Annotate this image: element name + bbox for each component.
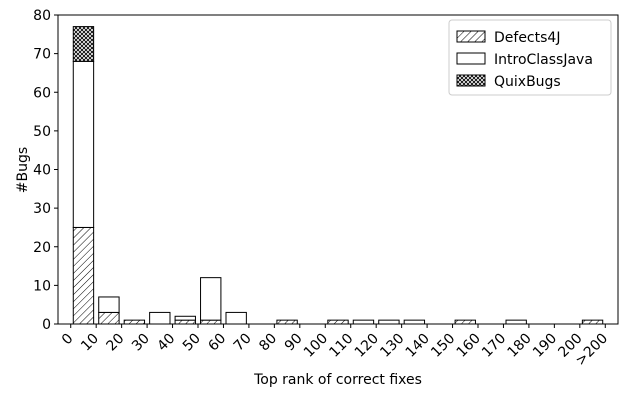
x-tick-label: 0	[59, 331, 77, 349]
bar-defects4j-0	[72, 226, 95, 325]
bar-introclassjava-60	[225, 311, 247, 325]
x-tick-label: 190	[530, 331, 560, 361]
y-tick-label: 50	[33, 124, 51, 140]
bar-defects4j-150	[454, 319, 476, 325]
legend-swatch-defects4j	[456, 30, 486, 43]
y-tick-label: 10	[33, 278, 51, 294]
bar-introclassjava-130	[403, 319, 426, 325]
x-tick-label: 110	[326, 331, 356, 361]
y-tick-label: 20	[33, 240, 51, 256]
bar-introclassjava-50	[200, 277, 222, 321]
y-tick-label: 80	[33, 8, 51, 24]
x-axis-label: Top rank of correct fixes	[253, 372, 422, 388]
bar-defects4j-10	[98, 311, 120, 325]
x-tick-label: 140	[403, 331, 433, 361]
y-tick-label: 0	[42, 317, 51, 333]
bar-defects4j-20	[123, 319, 146, 325]
bar-introclassjava-10	[98, 296, 120, 313]
y-axis-label: #Bugs	[15, 147, 31, 193]
bar-introclassjava-170	[505, 319, 527, 325]
x-tick-label: 70	[231, 331, 255, 355]
legend-swatch-introclassjava	[456, 52, 486, 65]
bar-defects4j-40	[174, 319, 196, 325]
bar-defects4j-100	[327, 319, 349, 325]
y-tick-label: 70	[33, 47, 51, 63]
legend-label-defects4j: Defects4J	[494, 30, 560, 46]
legend-label-introclassjava: IntroClassJava	[494, 52, 593, 68]
legend-box	[448, 19, 612, 96]
y-tick-label: 60	[33, 85, 51, 101]
y-tick-label: 40	[33, 163, 51, 179]
bar-introclassjava-30	[149, 311, 171, 325]
x-tick-label: 130	[377, 331, 407, 361]
bar-introclassjava-110	[352, 319, 375, 325]
x-tick-label: 80	[256, 331, 280, 355]
x-tick-label: 180	[505, 331, 535, 361]
bar-defects4j-50	[200, 319, 222, 325]
bar-introclassjava-120	[378, 319, 400, 325]
legend: Defects4J IntroClassJava QuixBugs	[448, 19, 612, 96]
bars	[72, 26, 604, 325]
x-tick-label: 30	[129, 331, 153, 355]
x-tick-label: 120	[352, 331, 382, 361]
x-tick-label: 170	[479, 331, 509, 361]
x-tick-label: 20	[104, 331, 128, 355]
x-tick-label: 150	[428, 331, 458, 361]
bar-defects4j-200	[581, 319, 604, 325]
y-tick-label: 30	[33, 201, 51, 217]
x-tick-label: 10	[78, 331, 102, 355]
x-tick-label: 40	[154, 331, 178, 355]
bar-introclassjava-0	[72, 60, 95, 228]
x-tick-label: 50	[180, 331, 204, 355]
bar-quixbugs-0	[72, 26, 95, 62]
x-tick-label: 60	[205, 331, 229, 355]
legend-swatch-quixbugs	[456, 74, 486, 87]
bar-defects4j-80	[276, 319, 298, 325]
bar-introclassjava-40	[174, 315, 196, 321]
legend-label-quixbugs: QuixBugs	[494, 74, 561, 90]
x-tick-label: 100	[301, 331, 331, 361]
x-tick-label: 160	[454, 331, 484, 361]
